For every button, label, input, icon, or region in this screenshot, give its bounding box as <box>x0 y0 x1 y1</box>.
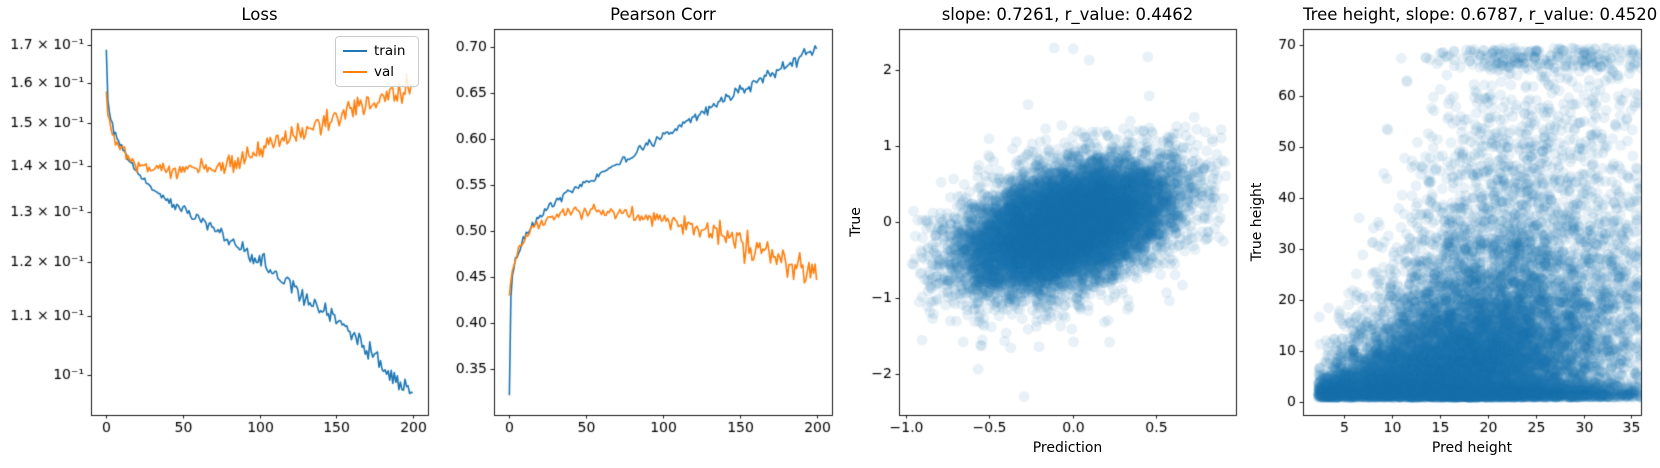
legend-item-train: train <box>343 43 411 59</box>
train-line-swatch <box>343 50 367 53</box>
subplot-title-loss: Loss <box>241 5 278 24</box>
legend-item-val: val <box>343 64 411 80</box>
val-line-swatch <box>343 70 367 73</box>
legend: train val <box>335 36 419 87</box>
subplot-title-scatter-prediction: slope: 0.7261, r_value: 0.4462 <box>941 5 1194 24</box>
legend-label-val: val <box>374 63 395 80</box>
subplot-title-pearson: Pearson Corr <box>610 5 716 24</box>
x-axis-label-pred-height: Pred height <box>1431 440 1513 456</box>
y-axis-label-true: True <box>848 207 864 237</box>
legend-label-train: train <box>374 43 406 60</box>
subplot-title-scatter-tree-height: Tree height, slope: 0.6787, r_value: 0.4… <box>1303 5 1658 24</box>
y-axis-label-true-height: True height <box>1249 182 1265 262</box>
x-axis-label-prediction: Prediction <box>1032 440 1103 456</box>
